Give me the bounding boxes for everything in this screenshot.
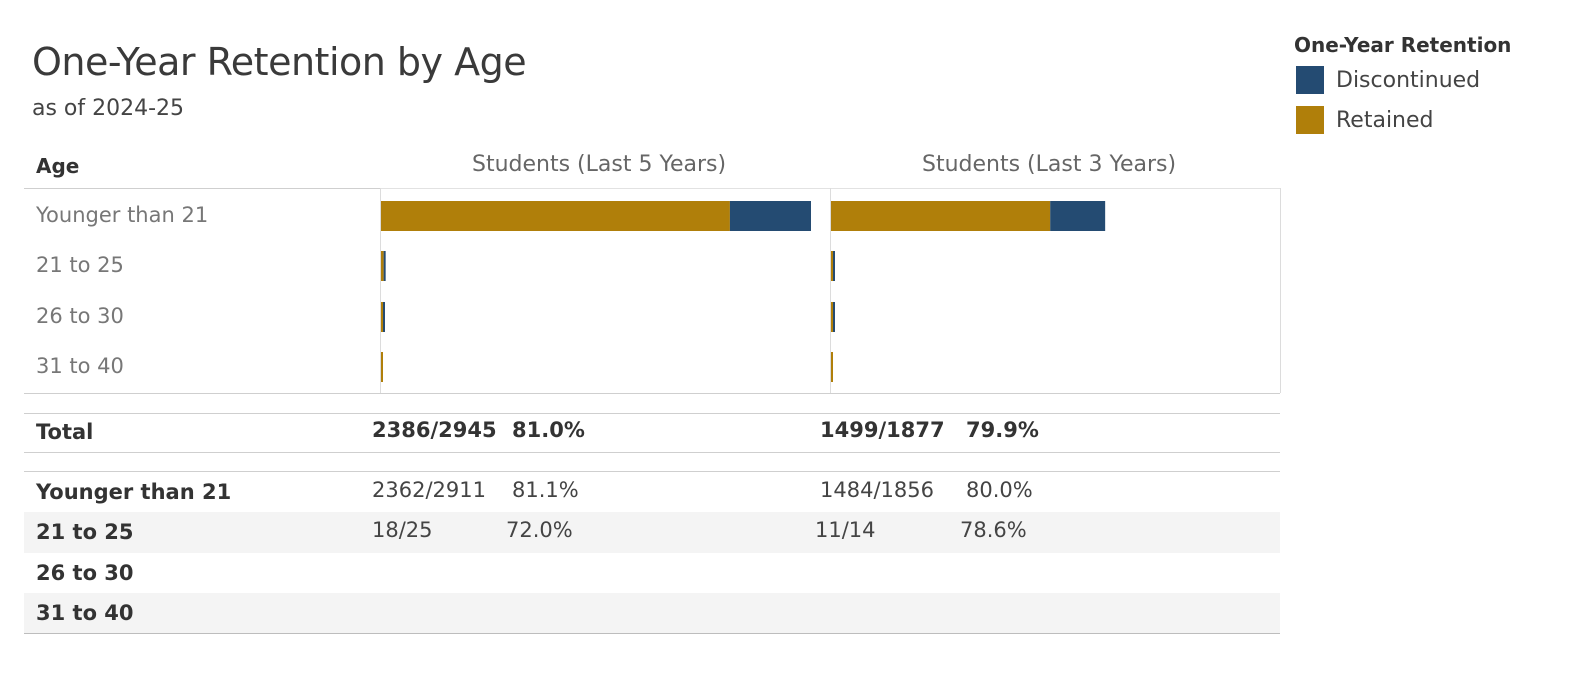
chart-title: One-Year Retention by Age [32, 40, 527, 84]
panel2-left-axis [830, 188, 831, 393]
row-band [24, 593, 1280, 633]
chart-row-label: 26 to 30 [36, 304, 124, 328]
bar-discontinued-26-to-30-panel2[interactable] [833, 302, 835, 332]
chart-bottom-rule [24, 393, 1280, 394]
bar-retained-31-to-40-panel1[interactable] [381, 352, 383, 382]
legend-label-retained: Retained [1336, 107, 1434, 133]
bar-retained-26-to-30-panel2[interactable] [831, 302, 833, 332]
chart-row-label: Younger than 21 [36, 203, 209, 227]
total-label: Total [36, 420, 94, 444]
chart-right-border [1280, 188, 1281, 393]
table-bottom-rule [364, 633, 1280, 634]
bar-retained-31-to-40-panel2[interactable] [831, 352, 833, 382]
chart-row-label: 21 to 25 [36, 253, 124, 277]
table-row-label: 26 to 30 [36, 561, 134, 585]
bar-discontinued-26-to-30-panel1[interactable] [383, 302, 385, 332]
total-top-rule [24, 413, 1280, 414]
bar-discontinued-21-to-25-panel1[interactable] [383, 251, 386, 281]
bar-retained-21-to-25-panel2[interactable] [831, 251, 833, 281]
table-row-label: Younger than 21 [36, 480, 232, 504]
total-p5-ratio: 2386/2945 [372, 418, 497, 442]
table-row-label: 31 to 40 [36, 601, 134, 625]
legend-swatch-discontinued [1296, 66, 1324, 94]
row-label-top-rule [24, 188, 380, 189]
age-column-header: Age [36, 154, 80, 178]
total-p3-ratio: 1499/1877 [820, 418, 945, 442]
table-cell-p3-ratio: 1484/1856 [820, 478, 934, 502]
table-cell-p5-pct: 81.1% [512, 478, 579, 502]
total-p5-pct: 81.0% [512, 418, 585, 442]
legend-item-retained[interactable]: Retained [1296, 106, 1434, 134]
row-band [24, 512, 1280, 553]
table-cell-p3-pct: 78.6% [960, 518, 1027, 542]
bar-retained-21-to-25-panel1[interactable] [381, 251, 384, 281]
bar-retained-26-to-30-panel1[interactable] [381, 302, 383, 332]
panel1-header: Students (Last 5 Years) [472, 152, 727, 177]
total-bottom-rule [24, 452, 1280, 453]
bar-discontinued-younger-than-21-panel1[interactable] [729, 201, 811, 231]
table-cell-p3-ratio: 11/14 [815, 518, 876, 542]
bar-discontinued-21-to-25-panel2[interactable] [833, 251, 835, 281]
panel1-left-axis [380, 188, 381, 393]
table-cell-p3-pct: 80.0% [966, 478, 1033, 502]
legend-label-discontinued: Discontinued [1336, 67, 1481, 93]
legend-title: One-Year Retention [1294, 33, 1512, 57]
total-p3-pct: 79.9% [966, 418, 1039, 442]
legend-swatch-retained [1296, 106, 1324, 134]
bar-retained-younger-than-21-panel1[interactable] [381, 201, 730, 231]
bar-discontinued-younger-than-21-panel2[interactable] [1050, 201, 1106, 231]
chart-row-label: 31 to 40 [36, 354, 124, 378]
table-row-label: 21 to 25 [36, 520, 134, 544]
table-cell-p5-ratio: 18/25 [372, 518, 433, 542]
table-cell-p5-pct: 72.0% [506, 518, 573, 542]
bar-retained-younger-than-21-panel2[interactable] [831, 201, 1051, 231]
panel2-header: Students (Last 3 Years) [922, 152, 1177, 177]
table-bottom-rule-left [24, 633, 364, 634]
table-cell-p5-ratio: 2362/2911 [372, 478, 486, 502]
table-top-rule [24, 471, 1280, 472]
legend-item-discontinued[interactable]: Discontinued [1296, 66, 1480, 94]
chart-subtitle: as of 2024-25 [32, 96, 185, 121]
